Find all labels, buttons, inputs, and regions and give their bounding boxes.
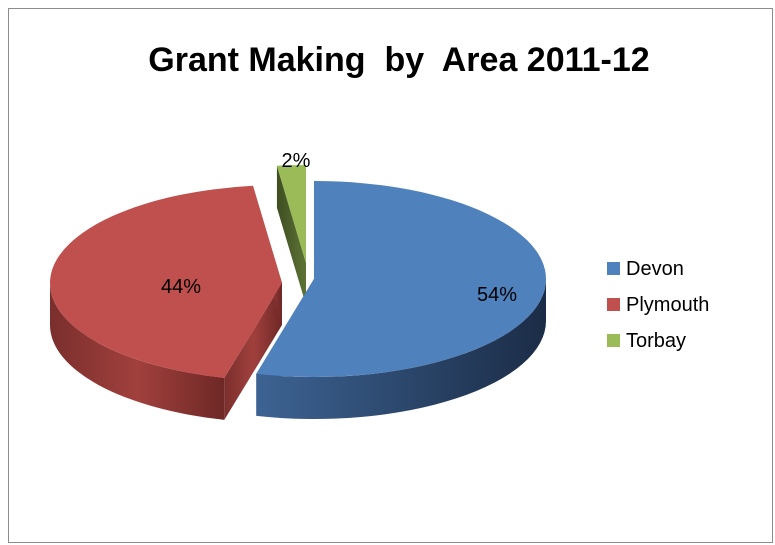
legend-label-devon: Devon (626, 258, 684, 280)
legend-label-torbay: Torbay (626, 330, 686, 352)
slice-plymouth-wall (50, 283, 225, 420)
slice-torbay-side-start (276, 165, 306, 305)
data-label-plymouth: 44% (161, 276, 201, 298)
data-label-torbay: 2% (282, 150, 311, 172)
slice-plymouth-side-start (224, 283, 282, 420)
chart-area: Grant Making by Area 2011-12 54% 44% 2% De… (8, 8, 773, 543)
slice-plymouth (50, 185, 283, 378)
slice-torbay (276, 165, 306, 263)
pie-tops (50, 165, 547, 378)
legend-swatch-torbay (607, 334, 620, 347)
slice-devon (256, 181, 547, 377)
pie-labels: 54% 44% 2% (161, 150, 517, 306)
pie-chart: Grant Making by Area 2011-12 54% 44% 2% De… (50, 41, 709, 420)
data-label-devon: 54% (477, 284, 517, 306)
legend-label-plymouth: Plymouth (626, 294, 709, 316)
chart-title: Grant Making by Area 2011-12 (148, 41, 649, 79)
legend: Devon Plymouth Torbay (607, 258, 709, 352)
slice-devon-wall (256, 279, 546, 419)
legend-swatch-devon (607, 262, 620, 275)
legend-swatch-plymouth (607, 298, 620, 311)
